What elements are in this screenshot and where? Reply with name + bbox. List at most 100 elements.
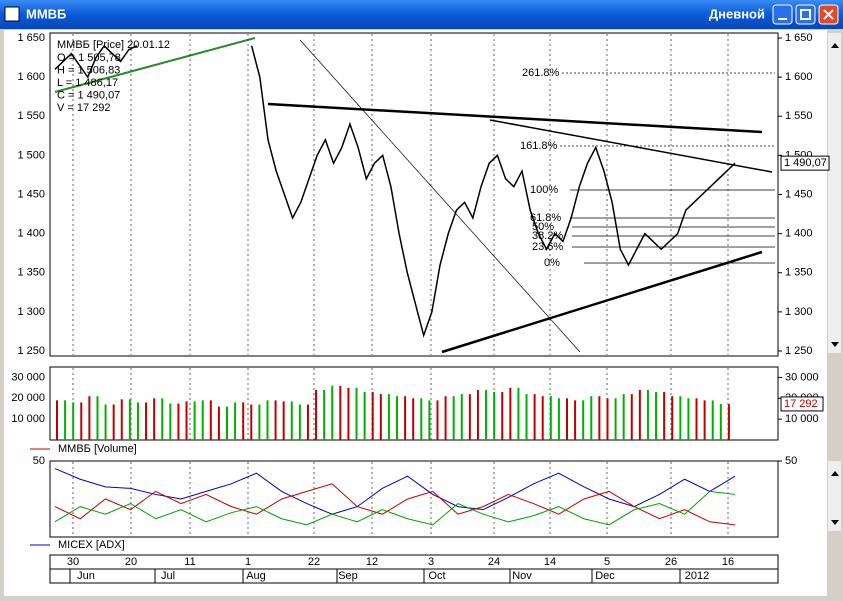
- day-label: 30: [67, 556, 79, 568]
- volume-bar: [566, 398, 568, 440]
- minimize[interactable]: [772, 4, 793, 25]
- y-tick-label: 50: [33, 455, 45, 467]
- y-tick-label-right: 50: [785, 455, 797, 467]
- volume-bar: [331, 385, 334, 440]
- month-label: Sep: [338, 570, 358, 582]
- volume-bar: [387, 394, 390, 440]
- day-label: 16: [722, 556, 734, 568]
- fib-label: 38.2%: [532, 230, 563, 242]
- day-label: 3: [428, 556, 434, 568]
- line: [54, 490, 736, 526]
- mode: Дневной: [709, 6, 765, 21]
- info-line: V = 17 292: [57, 102, 111, 114]
- y-tick-label: 1 400: [17, 228, 45, 240]
- fib-label: 261.8%: [522, 67, 560, 79]
- volume-bar: [290, 401, 293, 440]
- volume-bar: [112, 404, 115, 440]
- volume-bar: [209, 400, 212, 440]
- volume-bar: [606, 398, 609, 440]
- price-panel: [49, 32, 779, 357]
- fib-label: 100%: [530, 184, 558, 196]
- day-label: 20: [125, 556, 137, 568]
- volume-bar: [169, 403, 172, 440]
- volume-bar: [64, 400, 67, 440]
- volume-bar: [412, 398, 415, 440]
- volume-bar: [582, 400, 585, 440]
- volume-bar: [217, 406, 220, 440]
- volume-bar: [622, 394, 625, 440]
- volume-bar: [266, 400, 269, 440]
- last-price-box: [780, 155, 830, 171]
- volume-bar: [88, 396, 91, 440]
- volume-bar: [485, 389, 488, 440]
- line: [250, 45, 736, 338]
- day-label: 12: [366, 556, 378, 568]
- volume-bar: [638, 389, 641, 440]
- volume-bar: [655, 392, 658, 440]
- line: [54, 44, 138, 79]
- volume-bar: [104, 404, 107, 440]
- day-label: 22: [308, 556, 320, 568]
- fib-label: 161.8%: [520, 140, 558, 152]
- fib-label: 61.8%: [530, 212, 561, 224]
- month-label: Jul: [161, 570, 175, 582]
- volume-bar: [509, 387, 512, 440]
- legend: MICEX [ADX]: [58, 539, 125, 551]
- fib-label: 0%: [544, 257, 560, 269]
- title-bar: [0, 0, 843, 29]
- day-label: 5: [604, 556, 610, 568]
- y-tick-label-right: 1 300: [785, 306, 813, 318]
- info-line: C = 1 490,07: [57, 89, 120, 101]
- y-tick-label: 20 000: [11, 392, 45, 404]
- volume-bar: [711, 400, 714, 440]
- volume-bar: [145, 402, 148, 440]
- volume-bar: [671, 396, 674, 440]
- month-label: 2012: [685, 570, 709, 582]
- volume-bar: [525, 394, 528, 440]
- volume-bar: [404, 396, 407, 440]
- volume-bar: [185, 401, 188, 440]
- volume-bar: [476, 389, 479, 440]
- volume-bar: [201, 400, 204, 440]
- y-tick-label-right: 30 000: [785, 371, 819, 383]
- y-tick-label-right: 1 650: [785, 32, 813, 44]
- volume-bar: [687, 398, 690, 440]
- scrollbar[interactable]: [828, 33, 841, 353]
- y-tick-label-right: 10 000: [785, 413, 819, 425]
- volume-bar: [719, 403, 722, 440]
- volume-bar: [136, 402, 139, 440]
- volume-bar: [339, 385, 342, 440]
- line: [54, 468, 736, 515]
- volume-bar: [695, 398, 698, 440]
- volume-bar: [436, 400, 439, 440]
- y-tick-label: 1 250: [17, 345, 45, 357]
- volume-bar: [549, 396, 552, 440]
- volume-bar: [298, 404, 301, 440]
- volume-bar: [242, 402, 245, 440]
- y-tick-label: 10 000: [11, 413, 45, 425]
- volume-bar: [120, 399, 123, 440]
- volume-bar: [630, 394, 633, 440]
- volume-bar: [428, 400, 431, 440]
- volume-bar: [250, 404, 253, 440]
- volume-bar: [452, 396, 455, 440]
- volume-bar: [371, 392, 374, 440]
- y-tick-label: 1 650: [17, 32, 45, 44]
- maximize[interactable]: [795, 4, 816, 25]
- month-label: Oct: [428, 570, 445, 582]
- info-line: L = 1 486,17: [57, 77, 118, 89]
- scrollbar[interactable]: [828, 461, 841, 531]
- y-tick-label-right: 1 250: [785, 345, 813, 357]
- month-label: Dec: [595, 570, 615, 582]
- volume-bar: [493, 392, 496, 440]
- volume-bar: [501, 392, 504, 440]
- fib-label: 50%: [532, 221, 554, 233]
- y-tick-label-right: 1 450: [785, 188, 813, 200]
- y-tick-label-right: 1 600: [785, 71, 813, 83]
- line: [54, 483, 736, 526]
- volume-bar: [323, 389, 326, 440]
- volume-bar: [347, 387, 350, 440]
- volume-bar: [80, 402, 83, 440]
- volume-bar: [363, 392, 366, 440]
